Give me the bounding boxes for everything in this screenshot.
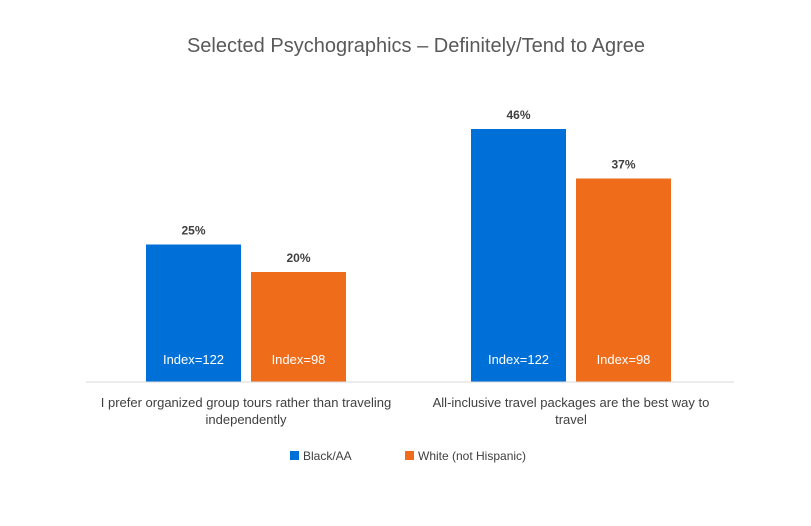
chart-title: Selected Psychographics – Definitely/Ten… bbox=[187, 35, 645, 57]
legend-swatch bbox=[290, 451, 299, 460]
bar-white-not-hispanic-2 bbox=[576, 178, 671, 382]
legend-entry: White (not Hispanic) bbox=[418, 449, 526, 463]
index-label: Index=98 bbox=[272, 352, 326, 367]
legend-swatch bbox=[405, 451, 414, 460]
legend-entry: Black/AA bbox=[303, 449, 352, 463]
index-label: Index=122 bbox=[488, 352, 549, 367]
bar-black-aa-2 bbox=[471, 129, 566, 382]
data-label: 37% bbox=[611, 158, 635, 172]
plot-area: 25% Index=122 46% Index=122 20% Index=98 37% In… bbox=[146, 108, 671, 382]
index-label: Index=122 bbox=[163, 352, 224, 367]
category-labels: I prefer organized group tours rather th… bbox=[101, 395, 710, 427]
category-label: I prefer organized group tours rather th… bbox=[101, 395, 392, 410]
data-label: 46% bbox=[506, 108, 530, 122]
index-label: Index=98 bbox=[597, 352, 651, 367]
data-label: 25% bbox=[181, 224, 205, 238]
bar-white-not-hispanic-1 bbox=[251, 272, 346, 382]
category-label: independently bbox=[206, 412, 287, 427]
category-label: travel bbox=[555, 412, 587, 427]
legend: Black/AA White (not Hispanic) bbox=[290, 449, 526, 463]
bar-black-aa-1 bbox=[146, 244, 241, 382]
category-label: All-inclusive travel packages are the be… bbox=[433, 395, 710, 410]
data-label: 20% bbox=[286, 251, 310, 265]
